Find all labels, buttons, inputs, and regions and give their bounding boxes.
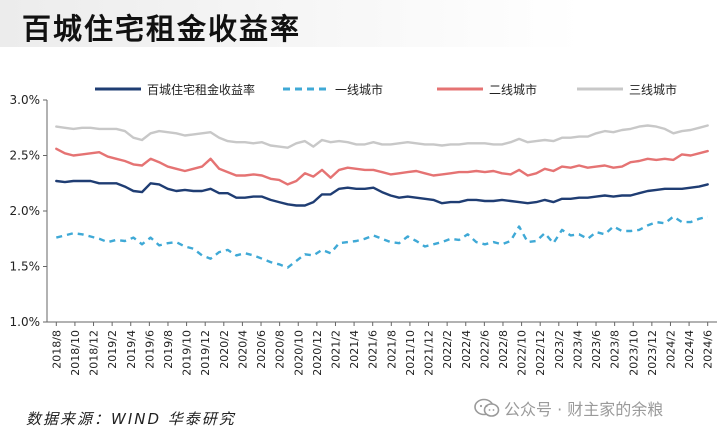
x-tick-label: 2020/2 xyxy=(218,330,231,369)
y-tick-label: 2.5% xyxy=(10,149,41,163)
x-tick-label: 2019/12 xyxy=(199,330,212,376)
x-tick-label: 2019/4 xyxy=(125,330,138,369)
x-tick-label: 2022/10 xyxy=(516,330,529,376)
x-tick-label: 2023/10 xyxy=(627,330,640,376)
series-line-4 xyxy=(55,124,709,149)
legend-item: 三线城市 xyxy=(577,82,677,97)
legend-label: 一线城市 xyxy=(335,82,383,97)
x-tick-label: 2023/2 xyxy=(553,330,566,369)
x-tick-label: 2020/12 xyxy=(311,330,324,376)
x-tick-label: 2021/10 xyxy=(404,330,417,376)
legend-label: 百城住宅租金收益率 xyxy=(147,82,255,97)
x-tick-label: 2021/6 xyxy=(367,330,380,369)
x-tick-label: 2019/6 xyxy=(143,330,156,369)
x-tick-label: 2022/4 xyxy=(460,330,473,369)
x-tick-label: 2019/8 xyxy=(162,330,175,369)
x-tick-label: 2022/12 xyxy=(534,330,547,376)
x-tick-label: 2022/8 xyxy=(497,330,510,369)
watermark: 公众号 · 财主家的余粮 xyxy=(474,396,663,420)
x-tick-label: 2023/12 xyxy=(646,330,659,376)
x-tick-label: 2021/2 xyxy=(329,330,342,369)
legend-label: 三线城市 xyxy=(629,82,677,97)
x-tick-label: 2021/4 xyxy=(348,330,361,369)
x-tick-label: 2018/10 xyxy=(69,330,82,376)
y-tick-label: 1.0% xyxy=(10,315,41,329)
x-tick-label: 2020/8 xyxy=(274,330,287,369)
watermark-text: 公众号 · 财主家的余粮 xyxy=(504,400,664,419)
x-tick-label: 2021/8 xyxy=(385,330,398,369)
legend-item: 百城住宅租金收益率 xyxy=(95,82,255,97)
y-tick-label: 2.0% xyxy=(10,204,41,218)
legend-item: 一线城市 xyxy=(283,82,383,97)
title-band xyxy=(0,0,727,47)
x-tick-label: 2019/10 xyxy=(181,330,194,376)
x-tick-label: 2018/8 xyxy=(50,330,63,369)
series-line-3 xyxy=(55,147,709,186)
x-tick-label: 2022/2 xyxy=(441,330,454,369)
y-tick-label: 3.0% xyxy=(10,93,41,107)
x-tick-label: 2022/6 xyxy=(478,330,491,369)
series-line-1 xyxy=(55,179,709,207)
x-tick-label: 2020/6 xyxy=(255,330,268,369)
chart-title: 百城住宅租金收益率 xyxy=(22,12,302,46)
x-tick-label: 2018/12 xyxy=(88,330,101,376)
source-note: 数据来源：WIND 华泰研究 xyxy=(26,410,236,428)
x-tick-label: 2021/12 xyxy=(423,330,436,376)
legend-label: 二线城市 xyxy=(489,82,537,97)
x-tick-label: 2019/2 xyxy=(106,330,119,369)
x-tick-label: 2023/8 xyxy=(609,330,622,369)
x-tick-label: 2023/4 xyxy=(571,330,584,369)
x-tick-label: 2024/2 xyxy=(664,330,677,369)
y-tick-label: 1.5% xyxy=(10,260,41,274)
x-tick-label: 2020/10 xyxy=(292,330,305,376)
x-tick-label: 2024/4 xyxy=(683,330,696,369)
x-tick-label: 2024/6 xyxy=(702,330,715,369)
legend-item: 二线城市 xyxy=(437,82,537,97)
x-tick-label: 2020/4 xyxy=(236,330,249,369)
series-line-2 xyxy=(56,215,708,269)
x-tick-label: 2023/6 xyxy=(590,330,603,369)
wechat-icon xyxy=(474,398,500,417)
